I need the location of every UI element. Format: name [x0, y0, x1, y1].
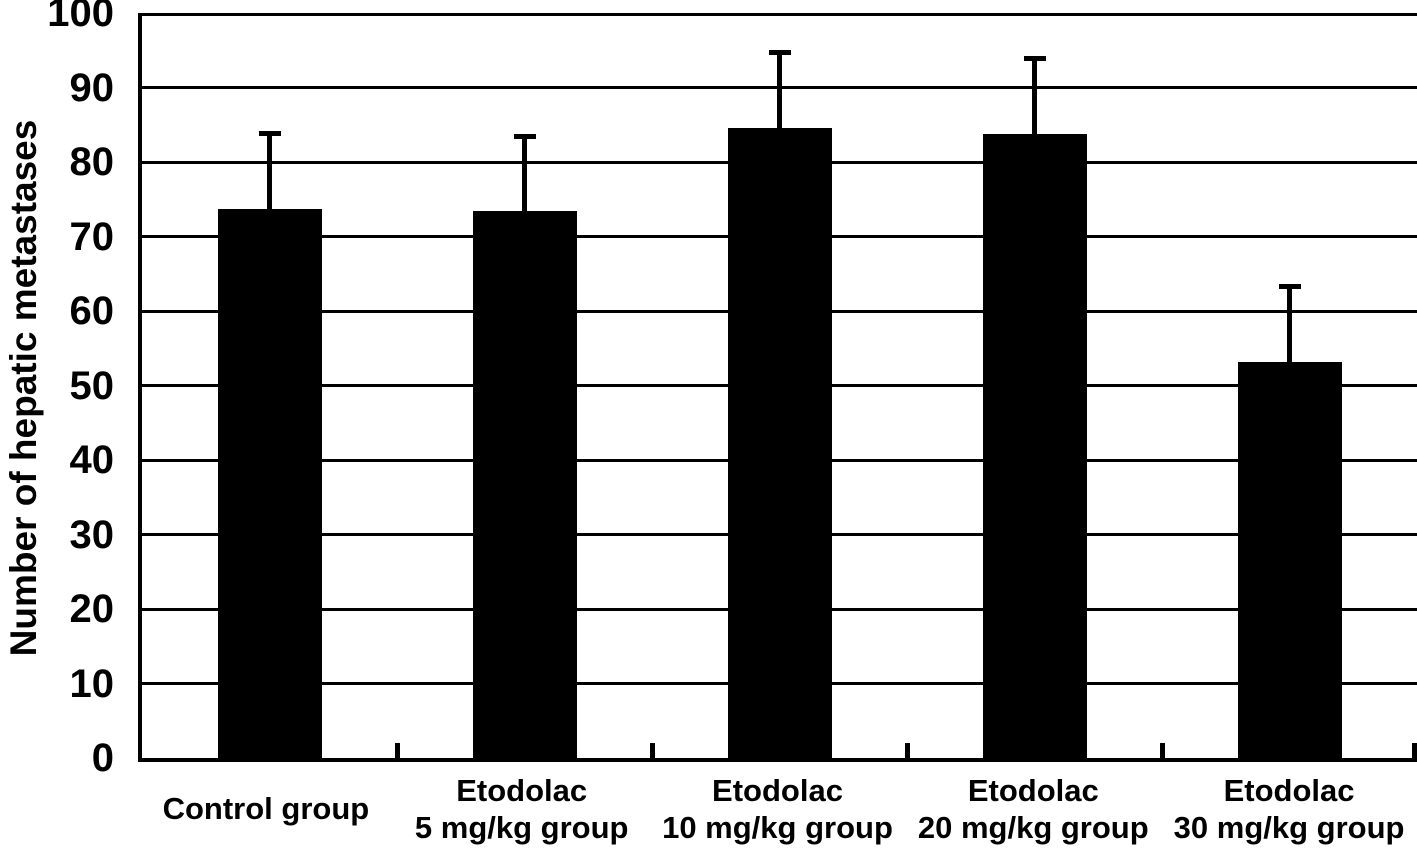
- error-bar-stem-3: [777, 53, 782, 128]
- x-category-label-line: Control group: [162, 791, 370, 827]
- y-axis-tick-labels: 0 10 20 30 40 50 60 70 80 90 100: [0, 0, 115, 778]
- x-category-label-line: 30 mg/kg group: [1173, 810, 1405, 845]
- y-tick-label: 50: [69, 363, 115, 408]
- bar-5: [1237, 361, 1342, 758]
- x-category-label-line: 10 mg/kg group: [662, 810, 893, 845]
- y-tick-label: 80: [69, 140, 115, 184]
- x-category-label-line: Etodolac: [456, 772, 588, 808]
- error-bar-cap-4: [1023, 56, 1046, 62]
- y-tick-label: 70: [69, 214, 115, 259]
- error-bar-stem-5: [1287, 287, 1292, 362]
- error-bar-stem-4: [1032, 59, 1037, 134]
- x-category-label-line: Etodolac: [1223, 772, 1355, 808]
- x-category-label-line: 5 mg/kg group: [414, 810, 629, 845]
- error-bar-cap-1: [258, 130, 281, 136]
- bar-3: [727, 127, 832, 758]
- x-axis-category-labels: Control group Etodolac 5 mg/kg group Etodol…: [138, 764, 1417, 854]
- x-category-label-line: Etodolac: [967, 772, 1099, 808]
- x-category-label-1: Control group: [138, 764, 394, 854]
- bar-4: [982, 133, 1087, 758]
- x-category-label-2: Etodolac 5 mg/kg group: [394, 764, 650, 854]
- y-tick-label: 30: [69, 512, 115, 557]
- y-tick-label: 90: [69, 65, 115, 110]
- x-category-label-line: 20 mg/kg group: [917, 810, 1149, 845]
- x-axis-boundary-tick-2: [649, 743, 655, 758]
- x-category-label-line: Etodolac: [712, 772, 843, 808]
- bar-1: [217, 208, 322, 758]
- x-category-label-4: Etodolac 20 mg/kg group: [905, 764, 1161, 854]
- y-tick-label: 60: [69, 289, 115, 333]
- error-bar-stem-1: [267, 133, 272, 209]
- y-tick-label: 0: [91, 736, 114, 780]
- error-bar-stem-2: [522, 137, 527, 212]
- y-tick-label: 40: [69, 438, 115, 482]
- x-axis-boundary-tick-4: [1159, 743, 1165, 758]
- y-tick-label: 10: [69, 661, 115, 706]
- x-axis-boundary-tick-5: [1412, 743, 1417, 758]
- plot-area: [138, 13, 1417, 762]
- x-axis-boundary-tick-1: [394, 743, 400, 758]
- x-category-label-5: Etodolac 30 mg/kg group: [1161, 764, 1417, 854]
- y-tick-label: 100: [47, 0, 114, 35]
- error-bar-cap-2: [513, 134, 536, 140]
- x-axis-boundary-tick-3: [904, 743, 910, 758]
- x-category-label-3: Etodolac 10 mg/kg group: [650, 764, 906, 854]
- gridline-y-100: [142, 13, 1417, 16]
- y-tick-label: 20: [69, 587, 115, 631]
- bar-2: [472, 211, 577, 758]
- error-bar-cap-3: [768, 50, 791, 56]
- error-bar-cap-5: [1278, 284, 1301, 290]
